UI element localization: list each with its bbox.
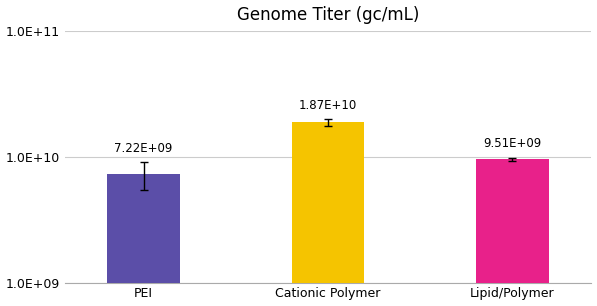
Text: 7.22E+09: 7.22E+09 — [115, 142, 173, 155]
Bar — [107, 174, 180, 306]
Bar — [476, 159, 549, 306]
Text: 1.87E+10: 1.87E+10 — [299, 99, 357, 112]
Title: Genome Titer (gc/mL): Genome Titer (gc/mL) — [237, 6, 419, 24]
Bar — [292, 122, 364, 306]
Text: 9.51E+09: 9.51E+09 — [484, 137, 541, 150]
